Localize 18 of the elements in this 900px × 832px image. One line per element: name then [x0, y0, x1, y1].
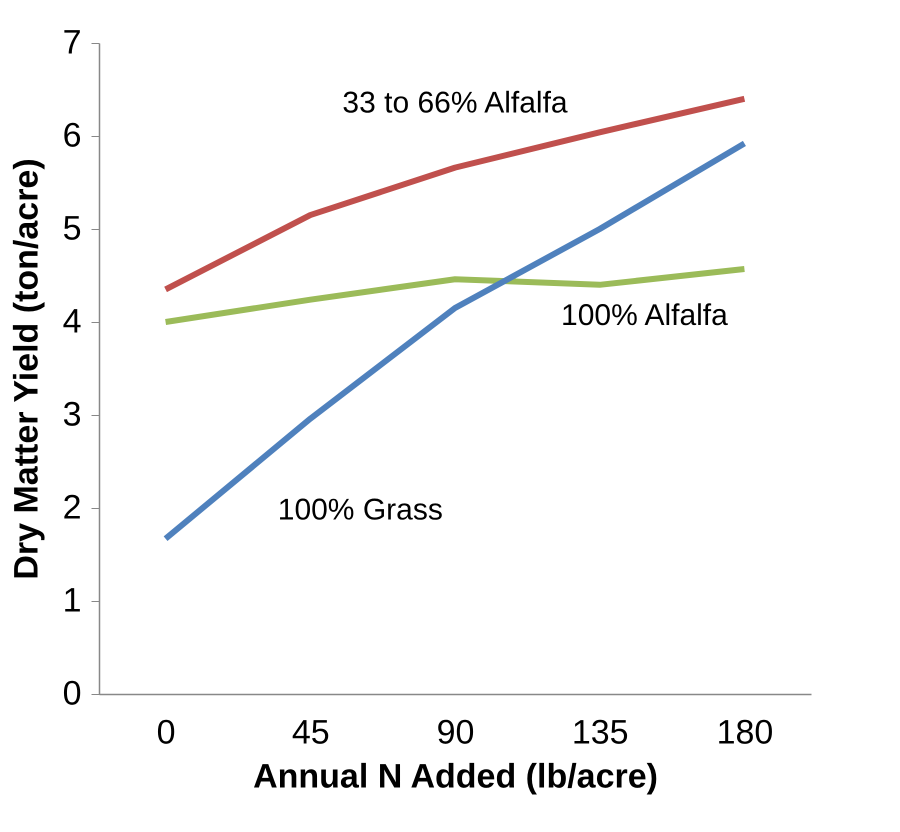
y-tick-label: 3: [62, 396, 82, 434]
y-tick-label: 7: [62, 24, 82, 62]
y-tick-label: 2: [62, 488, 82, 526]
series-label: 33 to 66% Alfalfa: [342, 86, 568, 120]
x-tick-label: 180: [716, 714, 774, 752]
y-tick-label: 4: [62, 302, 82, 340]
series-label: 100% Alfalfa: [561, 298, 728, 332]
series-label: 100% Grass: [278, 494, 443, 527]
y-tick-label: 6: [62, 116, 82, 154]
x-axis-title: Annual N Added (lb/acre): [253, 758, 658, 796]
y-tick-label: 1: [62, 582, 82, 620]
y-axis-title: Dry Matter Yield (ton/acre): [8, 158, 46, 580]
x-tick-label: 45: [292, 714, 330, 752]
y-tick-label: 5: [62, 210, 82, 248]
x-tick-label: 90: [436, 714, 474, 752]
y-tick-label: 0: [62, 674, 82, 712]
x-tick-label: 0: [156, 714, 176, 752]
x-tick-label: 135: [572, 714, 629, 752]
